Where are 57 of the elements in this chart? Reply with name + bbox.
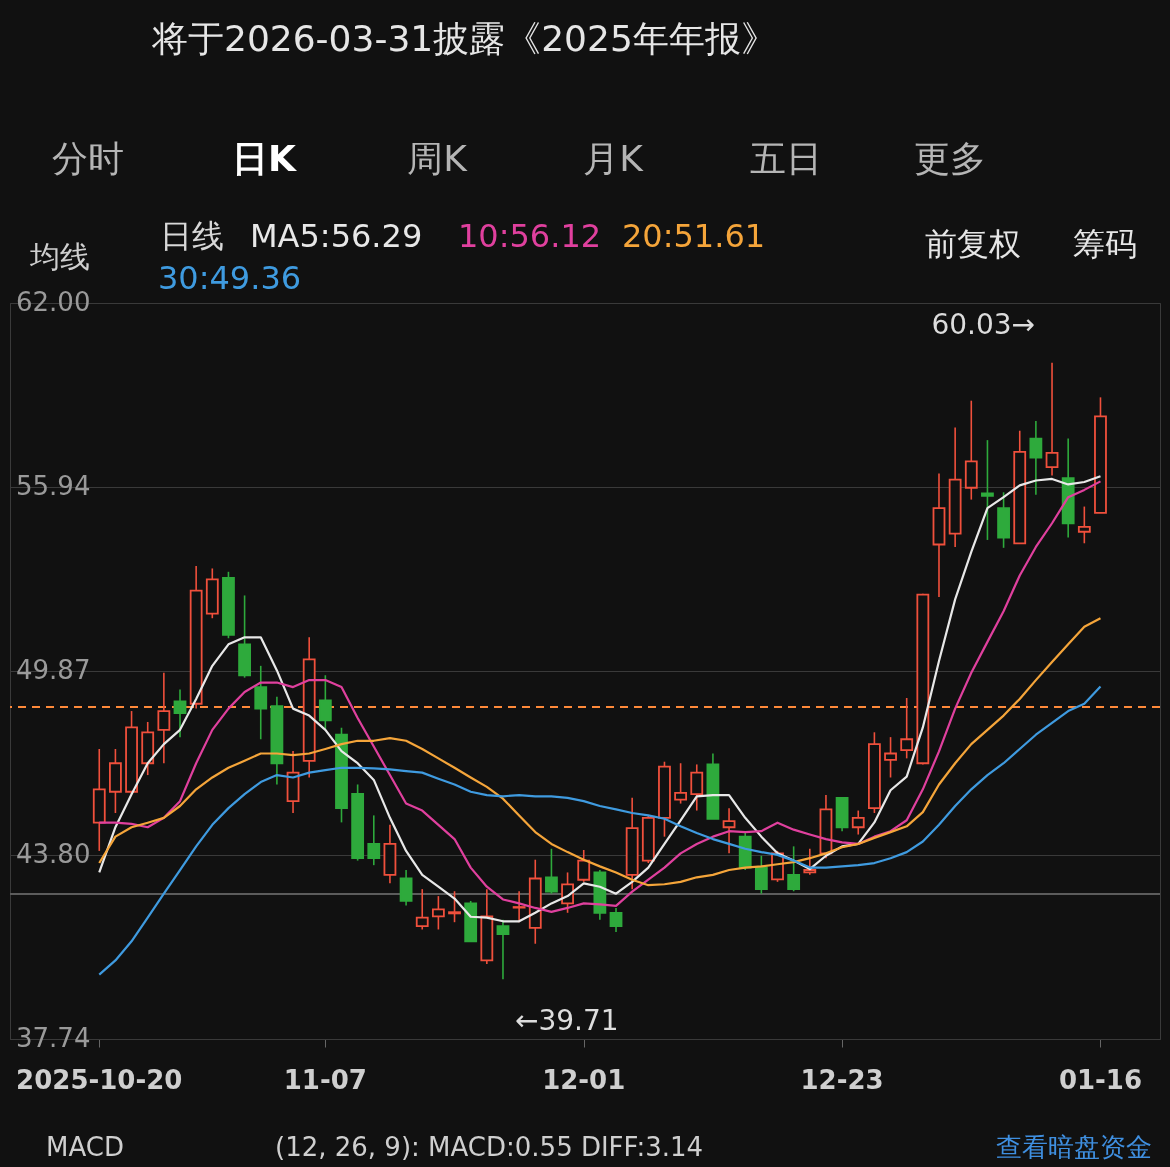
candlestick [884,736,897,779]
candlestick [254,665,268,741]
text: 均线 [29,239,90,274]
x-tick-label: 01-16 [1058,1065,1143,1095]
text: 30:49.36 [158,259,302,297]
text: 查看暗盘资金 [996,1132,1152,1162]
candlestick [803,847,817,876]
candlestick [900,697,914,760]
line-series [98,685,1102,976]
candlestick [674,762,688,805]
text: MACD [46,1132,124,1162]
candlestick [367,814,381,866]
text: 日K [232,138,298,179]
candlestick [1077,505,1091,545]
text: 周K [407,138,469,179]
candlestick [399,869,413,907]
candlestick [690,763,704,812]
y-tick-label: 62.00 [16,287,91,317]
candlestick [1029,420,1043,496]
candlestick [512,890,526,923]
text: (12, 26, 9): MACD:0.55 DIFF:3.14 [275,1132,704,1162]
candlestick [157,672,171,765]
text: 五日 [750,138,822,179]
text: 分时 [52,138,124,179]
candlestick [415,888,429,931]
candlestick [448,890,461,923]
candlestick [609,907,623,933]
candlestick [851,809,865,836]
text: 10:56.12 [458,217,602,255]
text: MA5:56.29 [250,217,423,255]
candlestick [577,849,591,883]
legend-title: 日线 [160,217,224,255]
candlestick [754,854,768,895]
text: 月K [583,138,645,179]
text: 20:51.61 [622,217,766,255]
candlestick [787,845,801,893]
x-tick-label: 2025-10-20 [16,1065,183,1095]
candlestick [1045,361,1059,477]
text: 前复权 [925,225,1021,263]
text: 更多 [914,138,986,179]
chart-title: 将于2026-03-31披露《2025年年报》 [151,18,777,59]
candlestick [431,895,445,931]
y-tick-label: 49.87 [16,655,91,685]
y-tick-label: 43.80 [16,839,91,870]
x-tick-label: 12-01 [542,1065,626,1095]
candlestick [545,847,558,895]
candlestick [173,688,187,738]
candlestick [318,674,332,731]
candlestick [722,807,736,855]
text: 筹码 [1073,225,1137,263]
annotation: ←39.71 [515,1004,619,1037]
y-tick-label: 55.94 [16,470,91,501]
y-tick-label: 37.74 [16,1023,91,1053]
candlestick [981,439,994,541]
x-tick-label: 12-23 [800,1065,884,1095]
x-tick-label: 11-07 [283,1065,367,1095]
annotation: 60.03→ [931,308,1035,341]
